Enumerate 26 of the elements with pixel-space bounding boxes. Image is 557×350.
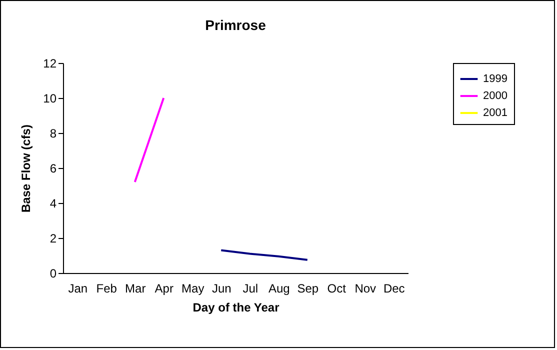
y-tick-label: 4: [50, 196, 57, 210]
x-tick-label: Jul: [242, 282, 258, 296]
y-tick-label: 8: [50, 126, 57, 140]
x-tick-label: Nov: [354, 282, 376, 296]
y-axis-title: Base Flow (cfs): [19, 124, 34, 213]
x-tick-label: May: [182, 282, 204, 296]
legend-label: 2000: [483, 90, 508, 102]
x-tick-label: Sep: [297, 282, 319, 296]
y-tick-label: 0: [50, 266, 57, 280]
x-tick-label: Aug: [268, 282, 290, 296]
x-tick-label: Feb: [96, 282, 118, 296]
x-tick-label: Dec: [383, 282, 405, 296]
x-tick-label: Jan: [68, 282, 88, 296]
x-tick-label: Mar: [125, 282, 146, 296]
y-tick-label: 12: [43, 56, 57, 70]
chart-title: Primrose: [205, 17, 266, 33]
y-tick-label: 10: [43, 92, 57, 106]
x-tick-label: Apr: [154, 282, 174, 296]
y-tick-label: 2: [50, 232, 57, 246]
x-axis-title: Day of the Year: [192, 300, 280, 314]
line-series: [220, 249, 308, 261]
legend-label: 1999: [483, 73, 508, 85]
x-tick-label: Jun: [212, 282, 232, 296]
y-tick-label: 6: [50, 162, 57, 176]
x-tick-label: Oct: [327, 282, 347, 296]
legend-label: 2001: [483, 107, 508, 119]
